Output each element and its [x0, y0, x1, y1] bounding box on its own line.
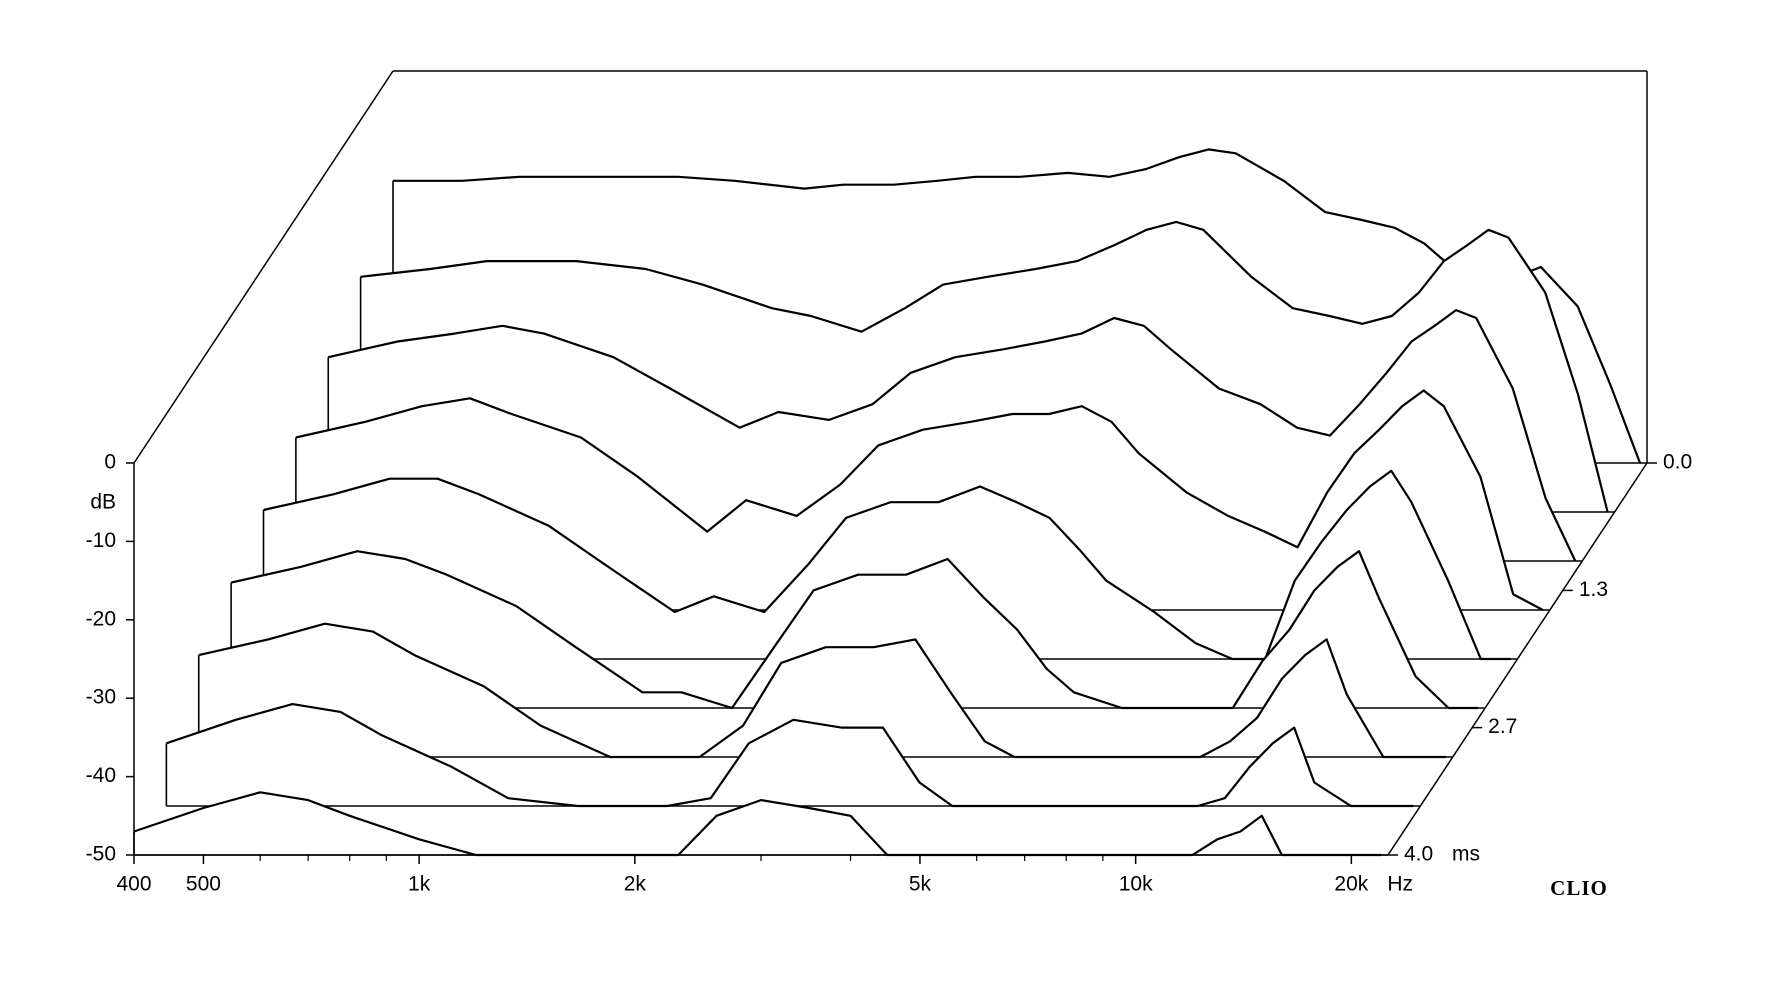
brand: CLIO: [1550, 876, 1608, 900]
z-axis-unit: ms: [1452, 843, 1480, 866]
slice-fill: [134, 792, 1388, 855]
y-axis-label: dB: [90, 491, 116, 514]
slice-curve: [166, 703, 1414, 808]
frame-left-edge: [133, 70, 394, 464]
slice-fill: [295, 390, 1550, 610]
slice-fill: [263, 470, 1518, 659]
x-tick-label: 10k: [1119, 873, 1153, 896]
y-tick-label: 0: [104, 451, 116, 474]
slice-fill: [231, 551, 1486, 708]
y-tick-label: -20: [86, 607, 116, 630]
z-tick-label: 1.3: [1579, 578, 1608, 601]
axes: 0 -10 -20 -30 -40 -50 dB 400 500 1k 2k 5k 10k 20k Hz 0.…: [86, 451, 1693, 900]
slice-curve: [263, 469, 1511, 661]
x-tick-label: 1k: [408, 873, 431, 896]
slice-curve: [295, 389, 1544, 611]
slice-curve: [230, 550, 1479, 710]
x-axis-unit: Hz: [1387, 873, 1413, 896]
x-tick-label: 5k: [909, 873, 932, 896]
y-tick-label: -50: [86, 843, 116, 866]
y-tick-label: -40: [86, 764, 116, 787]
z-tick-label: 2.7: [1488, 715, 1517, 738]
x-tick-label: 400: [116, 873, 151, 896]
x-tick-label: 2k: [624, 873, 647, 896]
z-tick-label: 4.0: [1404, 843, 1433, 866]
slice-curve: [328, 309, 1577, 562]
slice-curve: [360, 220, 1609, 513]
slice-curve: [198, 622, 1446, 759]
y-tick-label: -10: [86, 529, 116, 552]
x-tick-label: 500: [186, 873, 221, 896]
slice-fill: [166, 704, 1421, 806]
slice-fill: [198, 623, 1453, 757]
slices: [133, 148, 1647, 857]
x-tick-label: 20k: [1334, 873, 1368, 896]
z-tick-label: 0.0: [1663, 451, 1692, 474]
y-tick-label: -30: [86, 686, 116, 709]
